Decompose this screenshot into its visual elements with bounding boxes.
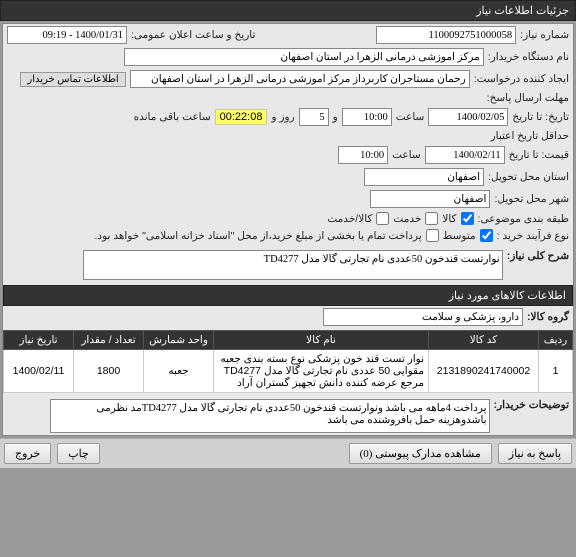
th-name: نام کالا [214, 331, 429, 350]
service-label: خدمت [393, 213, 421, 225]
goods-service-label: کالا/خدمت [327, 213, 372, 225]
page-title: جزئیات اطلاعات نیاز [476, 5, 569, 17]
valid-date-field[interactable] [425, 146, 505, 164]
delivery-city-label: شهر محل تحویل: [494, 193, 569, 205]
buyer-notes-field[interactable]: پرداخت 4ماهه می باشد ونوارتست قندخون 50ع… [50, 399, 490, 433]
announce-date-label: تاریخ و ساعت اعلان عمومی: [131, 29, 255, 41]
print-button[interactable]: چاپ [57, 443, 100, 464]
buyer-notes-label: توضیحات خریدار: [494, 399, 569, 411]
exit-button[interactable]: خروج [4, 443, 51, 464]
general-desc-field[interactable]: نوارتست قندخون 50عددی نام تجارتی گالا مد… [83, 250, 503, 280]
creator-label: ایجاد کننده درخواست: [474, 73, 569, 85]
delivery-city-field[interactable] [370, 190, 490, 208]
goods-label: کالا [442, 213, 456, 225]
th-code: کد کالا [429, 331, 539, 350]
mid-label: متوسط [443, 230, 476, 242]
th-unit: واحد شمارش [144, 331, 214, 350]
general-desc-label: شرح کلی نیاز: [507, 250, 569, 262]
group-field[interactable] [323, 308, 523, 326]
min-valid-label: حداقل تاریخ اعتبار [491, 130, 569, 142]
cell-unit: جعبه [144, 350, 214, 393]
req-num-field[interactable] [376, 26, 516, 44]
back-button[interactable]: پاسخ به نیاز [498, 443, 572, 464]
page-title-bar: جزئیات اطلاعات نیاز [0, 0, 576, 21]
items-section-title: اطلاعات کالاهای مورد نیاز [449, 290, 566, 302]
deadline-time-field[interactable] [342, 108, 392, 126]
th-idx: ردیف [539, 331, 573, 350]
th-date: تاریخ نیاز [4, 331, 74, 350]
service-checkbox[interactable] [425, 212, 438, 225]
creator-field[interactable] [130, 70, 470, 88]
cell-idx: 1 [539, 350, 573, 393]
table-header-row: ردیف کد کالا نام کالا واحد شمارش تعداد /… [4, 331, 573, 350]
items-table: ردیف کد کالا نام کالا واحد شمارش تعداد /… [3, 330, 573, 393]
req-num-label: شماره نیاز: [520, 29, 569, 41]
day-label: روز و [271, 111, 294, 123]
remaining-time: 00:22:08 [215, 109, 268, 125]
cell-code: 2131890241740002 [429, 350, 539, 393]
price-till-label: قیمت: تا تاریخ [509, 149, 569, 161]
cell-qty: 1800 [74, 350, 144, 393]
delivery-prov-field[interactable] [364, 168, 484, 186]
time-label-2: ساعت [392, 149, 421, 161]
buy-type-label: نوع فرآیند خرید : [497, 230, 569, 242]
cell-name: نوار تست قند خون پزشکی نوع بسته بندی جعب… [214, 350, 429, 393]
date-till-label: تاریخ: تا تاریخ [512, 111, 569, 123]
group-label: گروه کالا: [527, 311, 569, 323]
mid-checkbox[interactable] [480, 229, 493, 242]
buyer-name-field[interactable] [124, 48, 484, 66]
deadline-send-label: مهلت ارسال پاسخ: [487, 92, 569, 104]
remaining-label: ساعت باقی مانده [134, 111, 211, 123]
goods-checkbox[interactable] [461, 212, 474, 225]
buyer-name-label: نام دستگاه خریدار: [488, 51, 569, 63]
footer-bar: پاسخ به نیاز مشاهده مدارک پیوستی (0) چاپ… [0, 438, 576, 468]
main-panel: شماره نیاز: تاریخ و ساعت اعلان عمومی: نا… [2, 23, 574, 436]
announce-date-field[interactable] [7, 26, 127, 44]
and-label: و [333, 111, 338, 123]
contact-buyer-button[interactable]: اطلاعات تماس خریدار [20, 72, 125, 87]
valid-time-field[interactable] [338, 146, 388, 164]
deadline-date-field[interactable] [428, 108, 508, 126]
partial-pay-checkbox[interactable] [426, 229, 439, 242]
goods-service-checkbox[interactable] [376, 212, 389, 225]
time-label-1: ساعت [396, 111, 425, 123]
attachments-button[interactable]: مشاهده مدارک پیوستی (0) [349, 443, 492, 464]
grouping-label: طبقه بندی موضوعی: [478, 213, 569, 225]
items-section-header: اطلاعات کالاهای مورد نیاز [3, 285, 573, 306]
partial-pay-label: پرداخت تمام یا بخشی از مبلغ خرید،از محل … [94, 230, 421, 242]
delivery-prov-label: استان محل تحویل: [488, 171, 569, 183]
table-row[interactable]: 1 2131890241740002 نوار تست قند خون پزشک… [4, 350, 573, 393]
th-qty: تعداد / مقدار [74, 331, 144, 350]
days-field[interactable] [299, 108, 329, 126]
cell-date: 1400/02/11 [4, 350, 74, 393]
